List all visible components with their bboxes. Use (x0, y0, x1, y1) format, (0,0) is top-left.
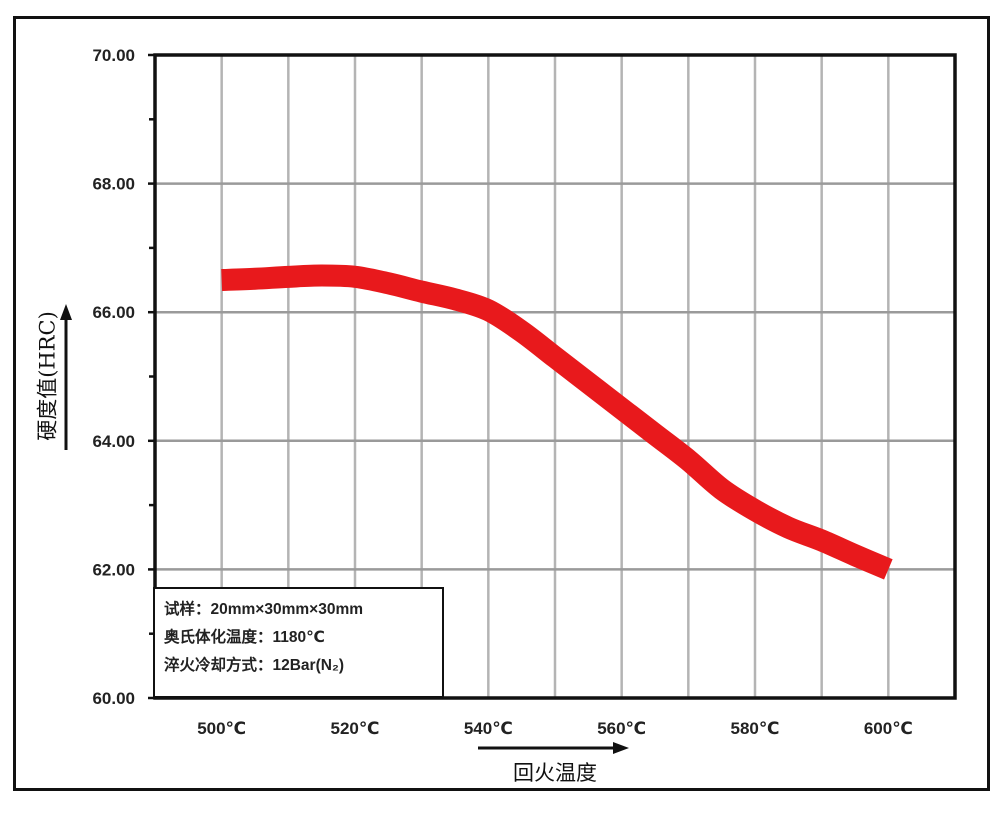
series-line (221, 264, 893, 580)
x-tick-label: 560℃ (597, 719, 646, 738)
arrow-up-icon (60, 304, 72, 320)
x-axis-label-group: 回火温度 (478, 742, 629, 785)
x-axis-label: 回火温度 (513, 761, 597, 785)
y-axis-ticks: 60.00 62.00 64.00 66.00 68.00 70.00 (92, 46, 155, 708)
chart-frame (13, 16, 990, 791)
x-tick-label: 520℃ (331, 719, 380, 738)
y-tick-label: 60.00 (92, 689, 135, 708)
x-axis-ticks: 500℃ 520℃ 540℃ 560℃ 580℃ 600℃ (197, 719, 913, 738)
legend-austenitizing-temp: 奥氏体化温度：1180℃ (164, 629, 325, 646)
y-tick-label: 62.00 (92, 560, 135, 579)
x-tick-label: 500℃ (197, 719, 246, 738)
x-tick-label: 600℃ (864, 719, 913, 738)
y-tick-label: 68.00 (92, 175, 135, 194)
legend-sample-size: 试样：20mm×30mm×30mm (164, 601, 364, 618)
legend-quench-method: 淬火冷却方式：12Bar(N₂) (164, 657, 344, 674)
x-tick-label: 540℃ (464, 719, 513, 738)
y-tick-label: 70.00 (92, 46, 135, 65)
y-tick-label: 64.00 (92, 432, 135, 451)
y-axis-label: 硬度值(HRC) (36, 311, 60, 441)
hardness-curve (221, 264, 893, 580)
y-tick-label: 66.00 (92, 303, 135, 322)
legend-box: 试样：20mm×30mm×30mm 奥氏体化温度：1180℃ 淬火冷却方式：12… (153, 587, 444, 698)
x-tick-label: 580℃ (731, 719, 780, 738)
y-axis-label-group: 硬度值(HRC) (36, 304, 72, 450)
arrow-right-icon (613, 742, 629, 754)
